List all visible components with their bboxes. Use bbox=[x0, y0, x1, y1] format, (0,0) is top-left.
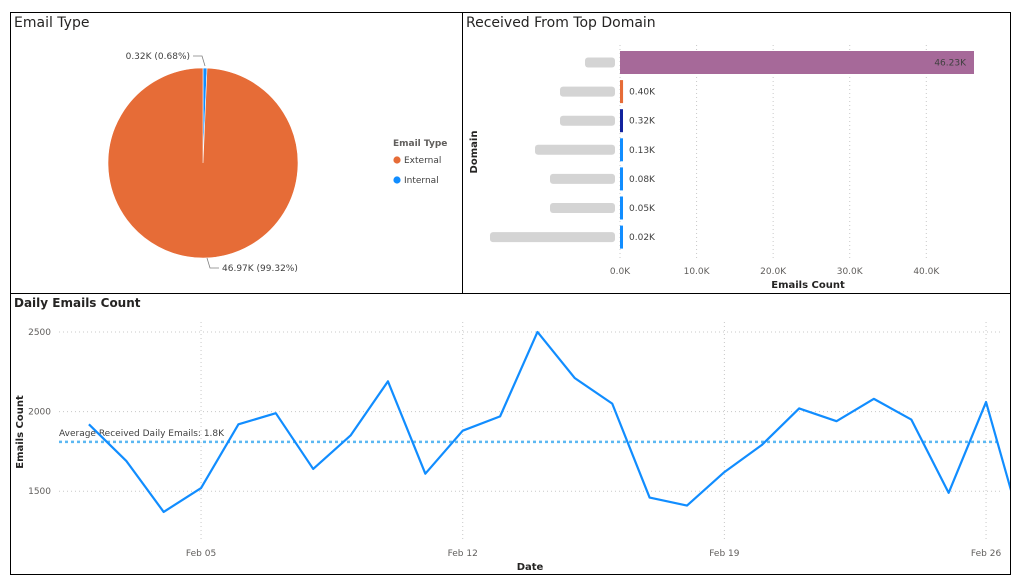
line-y-tick-label: 1500 bbox=[28, 487, 51, 497]
bar-5 bbox=[620, 196, 623, 220]
line-y-tick-label: 2000 bbox=[28, 408, 51, 418]
pie-legend-label-internal: Internal bbox=[404, 176, 439, 186]
bar-data-label: 0.40K bbox=[629, 88, 656, 98]
bar-x-tick-label: 30.0K bbox=[837, 267, 864, 277]
bar-data-label: 46.23K bbox=[934, 59, 967, 69]
line-title: Daily Emails Count bbox=[14, 296, 141, 310]
bar-data-label: 0.02K bbox=[629, 233, 656, 243]
bar-6 bbox=[620, 225, 623, 249]
line-x-tick-label: Feb 05 bbox=[186, 549, 216, 559]
bar-data-label: 0.13K bbox=[629, 146, 656, 156]
pie-label-internal: 0.32K (0.68%) bbox=[126, 52, 190, 62]
daily-emails-line bbox=[88, 330, 1010, 514]
bar-data-label: 0.05K bbox=[629, 204, 656, 214]
redacted-domain-label bbox=[550, 173, 615, 184]
pie-legend-marker-external bbox=[393, 156, 401, 164]
bar-title: Received From Top Domain bbox=[466, 15, 656, 31]
bar-x-axis-title: Emails Count bbox=[771, 280, 845, 291]
email-type-panel: Email Type 0.32K (0.68%) 46.97K (99.32%) E… bbox=[10, 12, 463, 294]
top-domain-panel: Received From Top Domain 0.0K 10.0K 20.0K 3… bbox=[462, 12, 1011, 294]
bar-x-tick-label: 0.0K bbox=[610, 267, 631, 277]
redacted-domain-label bbox=[585, 57, 615, 68]
pie-leader-internal bbox=[193, 55, 206, 67]
pie-title: Email Type bbox=[14, 15, 90, 31]
pie-legend-marker-internal bbox=[393, 176, 401, 184]
pie-label-external: 46.97K (99.32%) bbox=[222, 264, 298, 274]
daily-emails-panel: Daily Emails Count 1500 2000 2500 Feb 05 Feb… bbox=[10, 293, 1011, 575]
bar-4 bbox=[620, 167, 623, 191]
bar-y-axis-title: Domain bbox=[469, 131, 480, 174]
pie-slice-external bbox=[107, 67, 299, 259]
pie-legend-title: Email Type bbox=[393, 139, 447, 149]
average-line-label: Average Received Daily Emails: 1.8K bbox=[59, 429, 225, 439]
top-domain-bar-chart: 0.0K 10.0K 20.0K 30.0K 40.0K 46.23K 0.40K 0.32K… bbox=[469, 45, 974, 291]
line-x-tick-label: Feb 26 bbox=[971, 549, 1002, 559]
bar-data-label: 0.32K bbox=[629, 117, 656, 127]
line-x-axis-title: Date bbox=[517, 562, 544, 573]
line-y-axis-title: Emails Count bbox=[15, 395, 26, 469]
bar-3 bbox=[620, 138, 623, 162]
redacted-domain-label bbox=[560, 115, 615, 126]
bar-x-tick-label: 10.0K bbox=[684, 267, 711, 277]
bar-x-tick-label: 40.0K bbox=[913, 267, 940, 277]
pie-legend-label-external: External bbox=[404, 156, 441, 166]
pie-leader-external bbox=[206, 257, 219, 269]
line-x-tick-label: Feb 19 bbox=[709, 549, 740, 559]
email-type-pie-chart: 0.32K (0.68%) 46.97K (99.32%) Email Type Ex… bbox=[107, 52, 447, 274]
bar-1 bbox=[620, 80, 624, 104]
redacted-domain-label bbox=[535, 144, 615, 155]
redacted-domain-label bbox=[550, 203, 615, 213]
line-y-tick-label: 2500 bbox=[28, 328, 51, 338]
bar-0 bbox=[620, 51, 974, 74]
redacted-domain-label bbox=[560, 86, 615, 97]
daily-emails-line-chart: 1500 2000 2500 Feb 05 Feb 12 Feb 19 Feb 26 Aver… bbox=[15, 322, 1010, 573]
bar-data-label: 0.08K bbox=[629, 175, 656, 185]
redacted-domain-label bbox=[490, 232, 615, 243]
bar-x-tick-label: 20.0K bbox=[760, 267, 787, 277]
bar-2 bbox=[620, 109, 623, 133]
line-x-tick-label: Feb 12 bbox=[448, 549, 478, 559]
